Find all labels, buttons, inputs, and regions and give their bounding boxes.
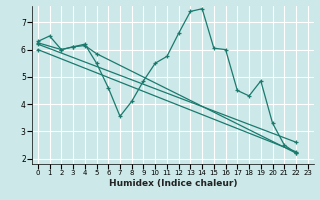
X-axis label: Humidex (Indice chaleur): Humidex (Indice chaleur) xyxy=(108,179,237,188)
